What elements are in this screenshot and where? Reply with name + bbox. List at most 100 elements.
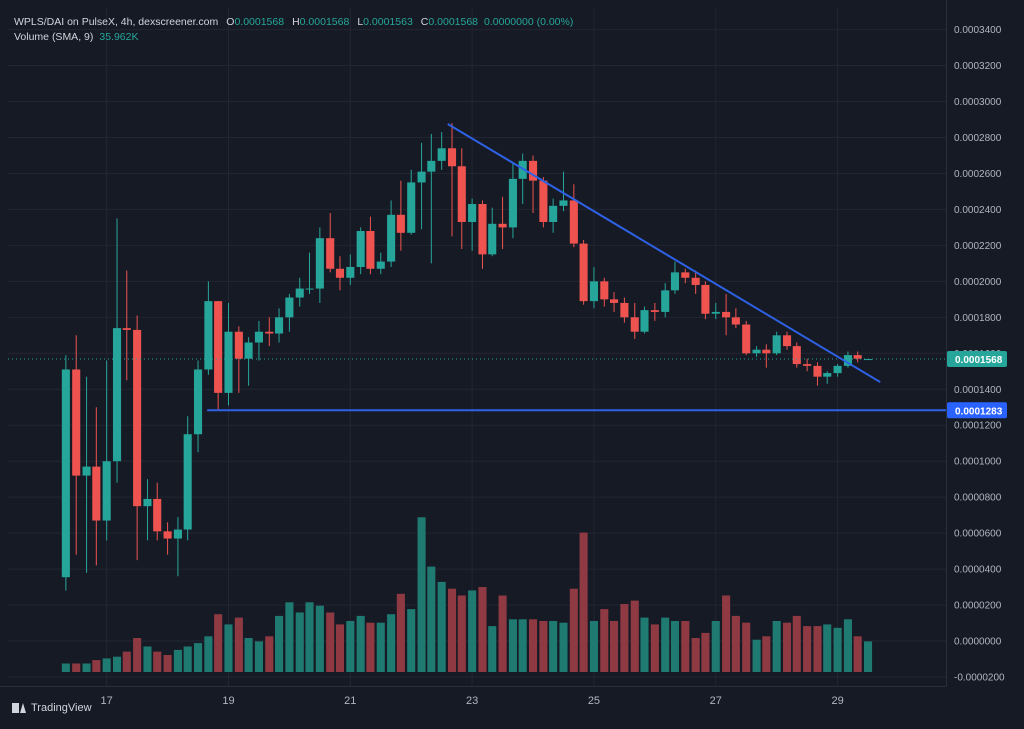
volume-bar [782, 622, 792, 672]
volume-bar [711, 621, 720, 672]
price-axis[interactable]: 0.0003400 0.0003200 0.0003000 0.0002800 0.00… [946, 0, 1006, 686]
volume-indicator-title[interactable]: Volume (SMA, 9) [14, 31, 94, 43]
candle-body [762, 349, 771, 354]
volume-bar [478, 587, 487, 672]
candle-body [92, 466, 101, 521]
candle-body [600, 281, 609, 300]
ohlc-close: C0.0001568 [420, 16, 479, 28]
candle-body [396, 214, 405, 233]
candle-body [792, 346, 801, 365]
candle-body [224, 331, 233, 393]
y-tick-label: 0.0003200 [954, 61, 1002, 72]
symbol-title[interactable]: WPLS/DAI on PulseX, 4h, dexscreener.com [14, 16, 219, 28]
volume-bar [234, 617, 243, 672]
x-tick-label: 17 [101, 695, 113, 707]
tradingview-logo[interactable]: TradingView [12, 702, 92, 714]
support-level-badge: 0.0001283 [955, 406, 1003, 417]
volume-bar [528, 619, 538, 672]
grid-lines [8, 8, 946, 686]
volume-bar [122, 651, 131, 672]
volume-bar [853, 636, 862, 672]
candle-body [528, 160, 538, 181]
drawings [8, 123, 946, 412]
y-tick-label: 0.0003000 [954, 97, 1002, 108]
candle-body [427, 160, 436, 172]
x-tick-label: 29 [831, 695, 843, 707]
volume-bar [285, 602, 294, 672]
volume-bar [803, 626, 812, 672]
y-tick-label: 0.0001800 [954, 313, 1002, 324]
candle-body [711, 311, 720, 314]
volume-bar [244, 638, 253, 672]
candle-body [803, 364, 812, 366]
time-axis[interactable]: 17 19 21 23 25 27 29 [0, 686, 946, 708]
y-tick-label: 0.0000000 [954, 637, 1002, 648]
candle-body [376, 261, 385, 269]
volume-bar [650, 624, 659, 672]
candle-body [853, 355, 862, 359]
volume-bar [701, 632, 710, 672]
candle-body [234, 331, 243, 359]
ohlc-row: WPLS/DAI on PulseX, 4h, dexscreener.com … [14, 15, 573, 30]
volume-row: Volume (SMA, 9) 35.962K [14, 30, 573, 45]
y-tick-label: 0.0000800 [954, 493, 1002, 504]
candle-body [183, 434, 192, 530]
x-tick-label: 21 [344, 695, 356, 707]
ohlc-high: H0.0001568 [292, 16, 350, 28]
current-price-badge-bg [947, 351, 1007, 368]
volume-bar [762, 636, 771, 672]
volume-bar [326, 612, 335, 672]
candle-body [488, 223, 497, 255]
candle-body [407, 182, 416, 233]
volume-bar [315, 605, 324, 672]
candle-body [112, 328, 122, 462]
volume-bar [163, 655, 172, 672]
volume-bar [305, 602, 314, 672]
volume-bar [792, 615, 801, 672]
volume-bar [437, 581, 446, 672]
candle-body [366, 231, 375, 269]
candle-body [285, 297, 294, 318]
candle-body [346, 266, 355, 278]
candle-body [214, 301, 223, 393]
volume-bar [518, 619, 527, 672]
brand-name: TradingView [31, 702, 92, 714]
volume-bar [275, 615, 284, 672]
volume-bar [488, 626, 497, 672]
volume-bar [457, 595, 466, 672]
volume-bar [539, 621, 548, 672]
candle-body [670, 272, 679, 291]
volume-bar [752, 639, 761, 672]
candle-body [61, 369, 70, 578]
candle-body [549, 205, 558, 223]
current-price-badge: 0.0001568 [955, 355, 1003, 366]
volume-bar [396, 593, 405, 672]
candle-body [153, 498, 162, 532]
candle-body [305, 288, 314, 290]
candle-body [681, 272, 690, 278]
candle-body [782, 335, 792, 347]
volume-bar [600, 609, 609, 672]
candle-body [813, 365, 822, 377]
volume-bar [823, 624, 832, 672]
volume-bar [112, 656, 122, 672]
volume-bar [204, 636, 213, 672]
ohlc-low: L0.0001563 [357, 16, 413, 28]
volume-bar [133, 638, 142, 672]
support-level-badge-bg [947, 402, 1007, 419]
candle-body [539, 180, 548, 223]
price-badges: 0.0001568 0.0001283 [947, 351, 1007, 419]
candle-body [752, 349, 761, 354]
volume-bar [346, 621, 355, 672]
candle-body [204, 301, 213, 370]
volume-bar [722, 595, 731, 672]
volume-bar [153, 651, 162, 672]
candle-body [122, 328, 131, 330]
candle-body [244, 342, 253, 359]
volume-bar [468, 590, 477, 672]
volume-bar [579, 532, 588, 672]
volume-bar [92, 660, 101, 672]
y-tick-label: 0.0000200 [954, 601, 1002, 612]
